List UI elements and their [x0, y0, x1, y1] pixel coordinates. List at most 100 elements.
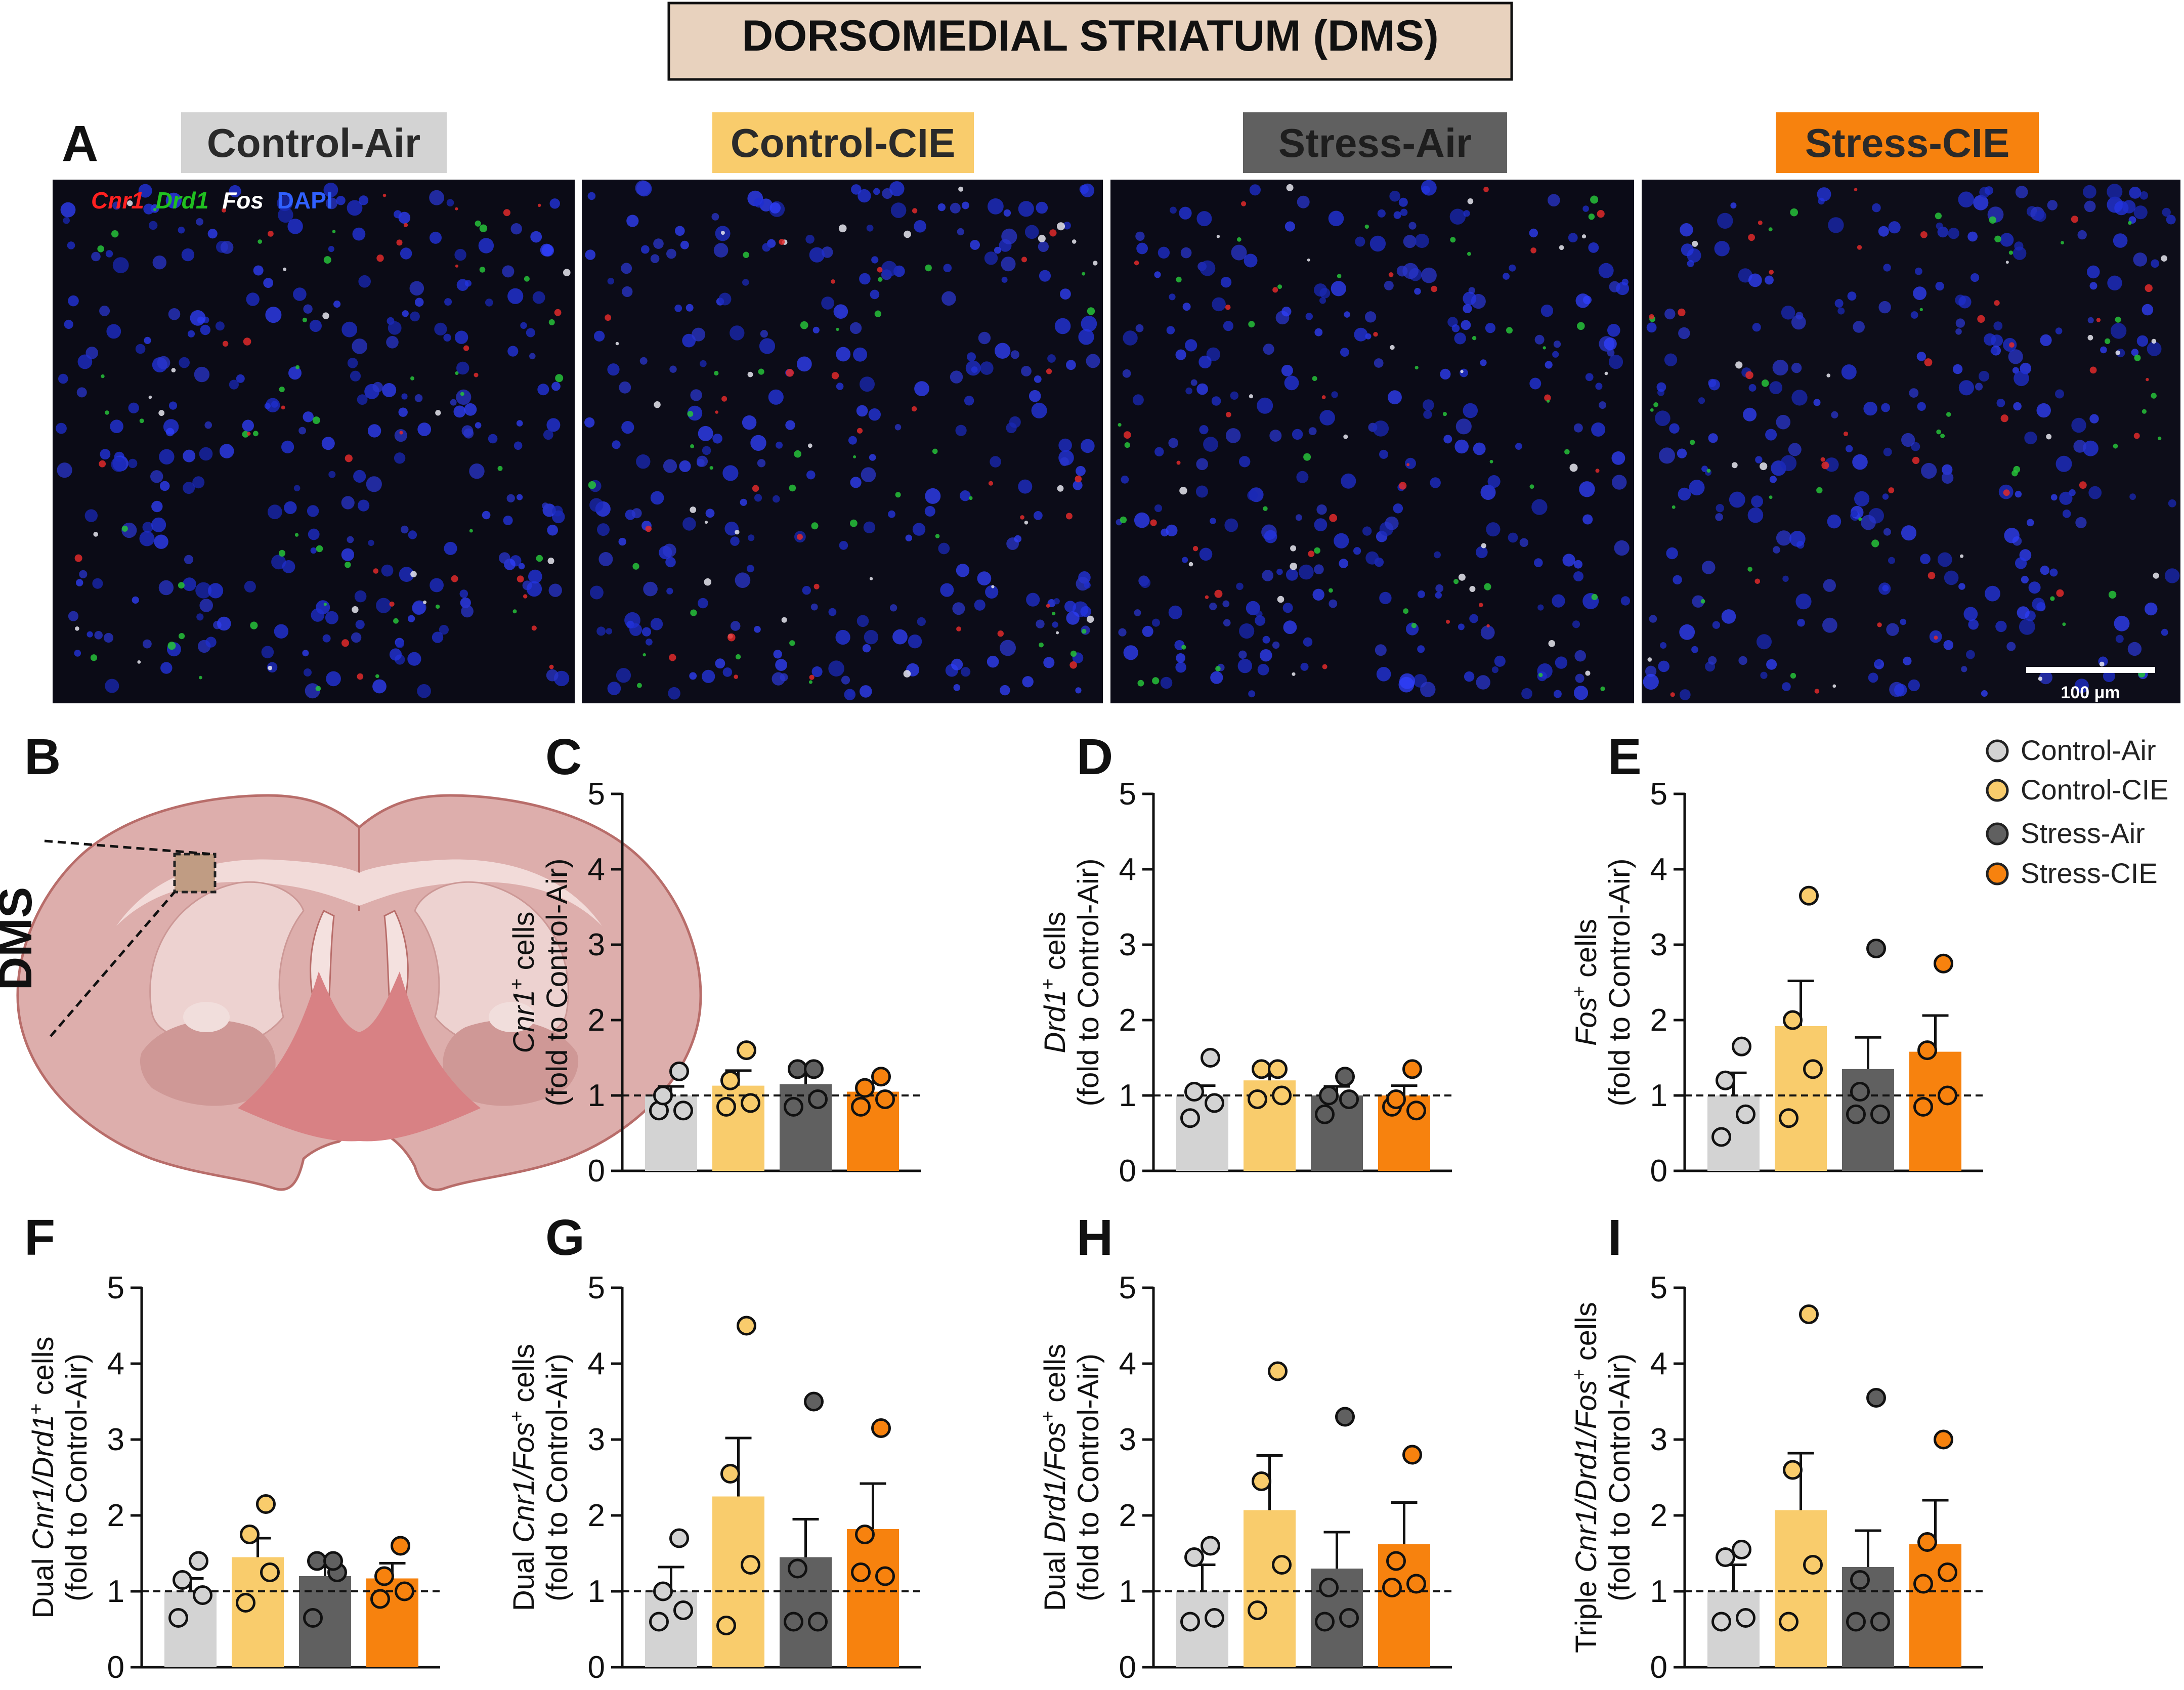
point-f-4-1	[370, 1589, 390, 1609]
y-tick-label: 4	[1119, 1346, 1136, 1381]
scale-bar-label: 100 μm	[2061, 683, 2120, 702]
y-tick-label: 4	[1119, 852, 1136, 887]
point-d-2-4	[1268, 1059, 1288, 1079]
point-e-1-1	[1711, 1127, 1731, 1147]
y-tick-label: 2	[588, 1003, 605, 1038]
bar-i-2	[1775, 1510, 1827, 1667]
dms-roi-box	[173, 853, 217, 894]
scale-bar	[2026, 667, 2155, 673]
y-tick-label: 3	[588, 1422, 605, 1457]
point-h-1-4	[1201, 1536, 1220, 1556]
legend-label-control-cie: Control-CIE	[2021, 774, 2169, 806]
micrograph-stress-air	[1110, 180, 1634, 703]
point-d-2-3	[1252, 1059, 1271, 1079]
point-h-2-1	[1248, 1600, 1267, 1620]
point-h-1-2	[1205, 1608, 1224, 1628]
bar-charts: Cnr1+ cells(fold to Control-Air)012345Dr…	[26, 777, 1983, 1685]
point-f-2-4	[256, 1494, 276, 1514]
y-tick-label: 0	[1650, 1650, 1667, 1685]
chart-panel-g: Dual Cnr1/Fos+ cells(fold to Control-Air…	[506, 1271, 921, 1685]
point-d-1-1	[1180, 1108, 1200, 1128]
panel-letter-b: B	[24, 729, 61, 785]
point-d-3-3	[1319, 1085, 1339, 1106]
point-c-3-4	[804, 1059, 824, 1079]
point-i-3-2	[1870, 1612, 1890, 1632]
y-tick-label: 3	[1650, 1422, 1667, 1457]
point-e-1-4	[1732, 1036, 1751, 1057]
legend-label-control-air: Control-Air	[2021, 734, 2156, 766]
point-e-2-1	[1779, 1108, 1798, 1128]
left-ventral-spot	[183, 1002, 230, 1032]
y-axis-label-part: Dual	[1039, 1543, 1072, 1611]
point-d-1-4	[1201, 1048, 1220, 1068]
point-g-3-4	[804, 1391, 824, 1412]
stain-legend-drd1: Drd1	[156, 187, 209, 214]
bar-i-4	[1909, 1544, 1961, 1667]
point-i-1-4	[1732, 1540, 1751, 1559]
point-d-4-2	[1406, 1101, 1426, 1121]
point-g-2-4	[737, 1316, 756, 1336]
point-e-4-1	[1913, 1096, 1933, 1117]
point-e-3-1	[1846, 1104, 1866, 1124]
point-i-4-3	[1917, 1532, 1937, 1552]
y-axis-label-part: (fold to Control-Air)	[541, 1354, 574, 1601]
point-c-1-4	[669, 1061, 689, 1081]
group-label-stress-air: Stress-Air	[1278, 120, 1472, 165]
point-f-1-4	[189, 1551, 208, 1571]
point-e-3-4	[1866, 938, 1886, 958]
y-axis-label-part: +	[506, 1411, 528, 1422]
point-i-4-1	[1913, 1574, 1933, 1594]
point-g-4-2	[875, 1566, 895, 1586]
y-tick-label: 2	[1650, 1003, 1667, 1038]
y-tick-label: 4	[588, 852, 605, 887]
point-h-3-2	[1339, 1608, 1359, 1628]
y-axis-label-part: Drd1	[1039, 990, 1072, 1053]
stain-legend-cnr1: Cnr1	[91, 187, 144, 214]
bar-g-2	[712, 1496, 764, 1667]
right-ventral-region	[443, 1020, 579, 1106]
y-tick-label: 0	[588, 1154, 605, 1189]
point-f-1-3	[173, 1570, 192, 1590]
point-i-2-1	[1779, 1612, 1798, 1632]
point-h-1-1	[1180, 1612, 1200, 1632]
point-f-3-1	[303, 1608, 323, 1628]
y-tick-label: 0	[1119, 1154, 1136, 1189]
point-e-4-4	[1934, 953, 1953, 974]
point-c-4-2	[875, 1089, 895, 1109]
point-c-2-2	[741, 1093, 760, 1113]
point-d-3-2	[1339, 1089, 1359, 1109]
point-f-2-3	[240, 1525, 260, 1544]
panel-letter-d: D	[1077, 729, 1113, 785]
y-axis-label: Fos+ cells(fold to Control-Air)	[1569, 859, 1636, 1107]
y-axis-label-part: (fold to Control-Air)	[1072, 1354, 1105, 1601]
point-e-3-2	[1870, 1104, 1890, 1124]
group-label-control-air: Control-Air	[207, 120, 420, 165]
point-i-2-2	[1803, 1555, 1823, 1575]
point-d-2-2	[1272, 1085, 1292, 1106]
y-tick-label: 5	[588, 1271, 605, 1305]
y-axis-label-part: +	[1038, 1411, 1059, 1422]
point-i-3-1	[1846, 1612, 1866, 1632]
point-d-1-3	[1184, 1082, 1204, 1102]
point-d-1-2	[1205, 1093, 1224, 1113]
panel-letter-e: E	[1608, 729, 1642, 785]
y-tick-label: 0	[588, 1650, 605, 1685]
title-box-background	[667, 2, 1513, 81]
y-tick-label: 1	[1650, 1574, 1667, 1609]
y-axis-label-part: Dual	[507, 1543, 540, 1611]
y-axis-label: Dual Drd1/Fos+ cells(fold to Control-Air…	[1038, 1344, 1105, 1611]
point-g-1-4	[669, 1528, 689, 1548]
point-e-4-2	[1938, 1085, 1957, 1106]
y-axis-label-part: (fold to Control-Air)	[541, 859, 574, 1107]
y-axis-label-part: Fos	[1570, 997, 1603, 1046]
point-f-4-2	[395, 1581, 414, 1601]
bar-f-1	[164, 1591, 217, 1667]
y-axis-label-part: (fold to Control-Air)	[1603, 1354, 1636, 1601]
point-g-2-1	[716, 1616, 736, 1635]
y-tick-label: 3	[1119, 1422, 1136, 1457]
point-g-1-3	[653, 1581, 673, 1601]
chart-panel-e: Fos+ cells(fold to Control-Air) 0 1 2 3 4 5	[1569, 777, 1983, 1189]
point-c-3-1	[784, 1096, 803, 1117]
point-i-2-3	[1783, 1460, 1803, 1480]
y-tick-label: 2	[1650, 1498, 1667, 1533]
